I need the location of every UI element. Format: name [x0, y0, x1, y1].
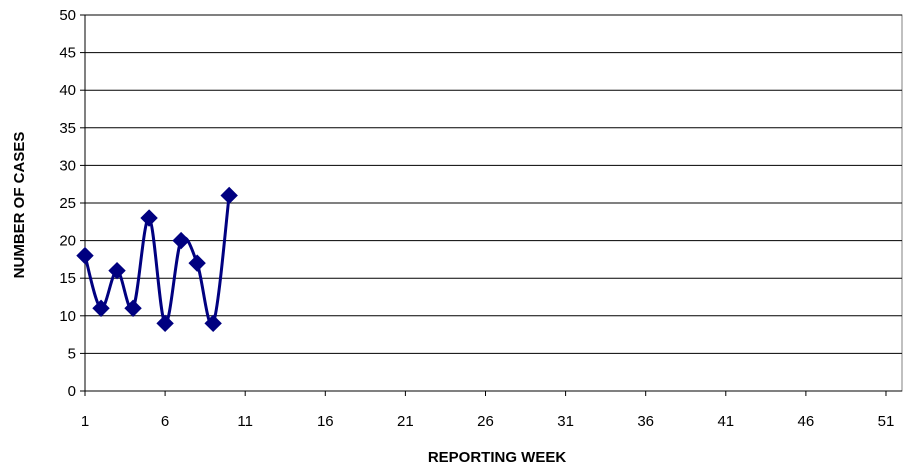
- x-tick-label: 26: [477, 413, 494, 430]
- x-tick-label: 41: [717, 413, 734, 430]
- data-point-marker: [92, 299, 110, 317]
- y-axis-ticks: 0 5 10 15 20 25 30 35 40 45 50: [59, 7, 85, 400]
- y-tick-label: 20: [59, 233, 76, 250]
- y-tick-label: 5: [68, 345, 76, 362]
- gridlines: [85, 14, 902, 354]
- x-tick-label: 51: [878, 413, 895, 430]
- data-point-marker: [204, 314, 222, 333]
- y-tick-label: 15: [59, 270, 76, 287]
- x-tick-label: 46: [798, 413, 815, 430]
- y-tick-label: 35: [59, 120, 76, 137]
- data-point-marker: [188, 254, 206, 272]
- y-tick-label: 40: [59, 82, 76, 99]
- x-tick-label: 21: [397, 413, 414, 430]
- data-point-marker: [124, 299, 142, 317]
- data-point-marker: [156, 314, 174, 333]
- y-tick-label: 45: [59, 45, 76, 62]
- x-tick-label: 36: [637, 413, 654, 430]
- y-tick-label: 30: [59, 157, 76, 174]
- data-point-marker: [76, 246, 94, 265]
- series-group: [76, 186, 238, 333]
- data-point-marker: [220, 186, 238, 205]
- x-tick-label: 6: [161, 413, 169, 430]
- y-tick-label: 10: [59, 308, 76, 325]
- y-tick-label: 25: [59, 195, 76, 212]
- x-axis-title: REPORTING WEEK: [428, 449, 567, 466]
- data-point-marker: [108, 261, 126, 280]
- y-tick-label: 50: [59, 7, 76, 24]
- x-tick-label: 11: [237, 413, 253, 430]
- x-tick-label: 1: [81, 413, 89, 430]
- data-point-marker: [140, 209, 158, 227]
- x-tick-label: 16: [317, 413, 334, 430]
- y-tick-label: 0: [68, 383, 76, 400]
- x-tick-label: 31: [557, 413, 574, 430]
- data-point-marker: [172, 231, 190, 250]
- y-axis-title: NUMBER OF CASES: [11, 132, 28, 279]
- x-axis-ticks: 1 6 11 16 21 26 31 36 41 46 51: [81, 391, 894, 430]
